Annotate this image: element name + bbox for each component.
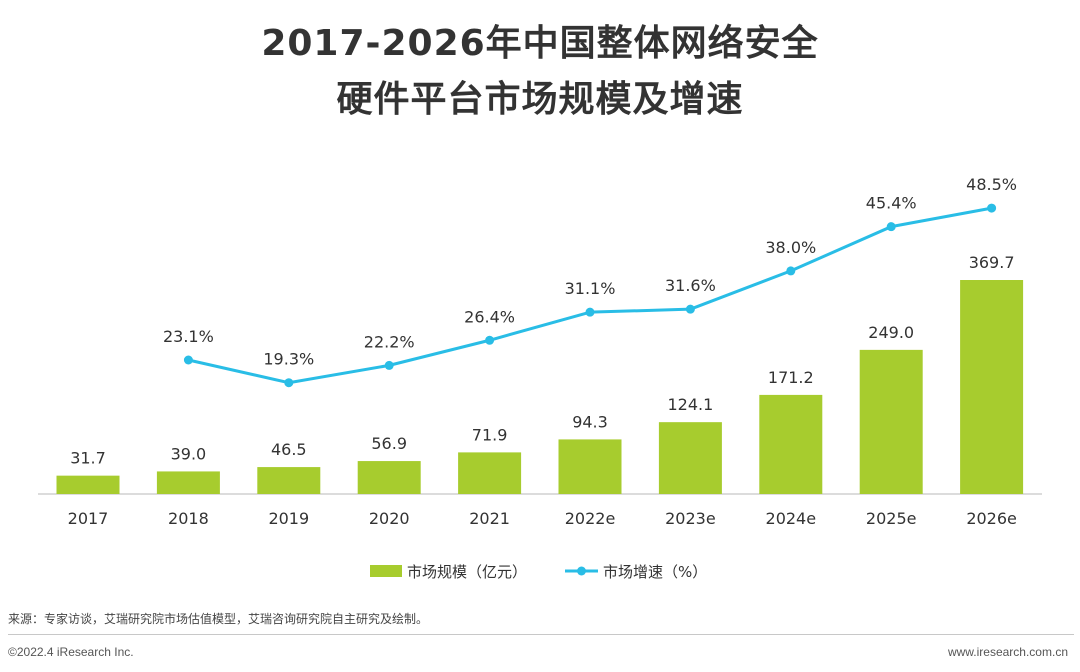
bar-2024e: [759, 394, 823, 494]
bar-value-label: 39.0: [171, 444, 207, 463]
bar-value-label: 171.2: [768, 368, 814, 387]
chart-area: 31.7 2017 39.0 2018 46.5 2019 56.9 2020 71.9 2021…: [38, 175, 1042, 581]
growth-value-label: 19.3%: [263, 350, 314, 369]
growth-value-label: 31.1%: [565, 279, 616, 298]
chart-title-line-2: 硬件平台市场规模及增速: [336, 79, 744, 120]
bar-2018: [156, 471, 220, 494]
growth-point-2026e: [987, 203, 997, 213]
bar-value-label: 71.9: [472, 425, 508, 444]
x-tick-label: 2022e: [565, 509, 616, 528]
x-tick-label: 2025e: [866, 509, 917, 528]
x-tick-label: 2019: [268, 509, 309, 528]
bar-value-label: 31.7: [70, 449, 106, 468]
bar-value-label: 94.3: [572, 412, 608, 431]
bar-value-label: 124.1: [667, 395, 713, 414]
growth-value-label: 48.5%: [966, 175, 1017, 194]
bar-value-label: 46.5: [271, 440, 307, 459]
legend-bar-swatch: [370, 565, 402, 577]
x-tick-label: 2026e: [966, 509, 1017, 528]
bar-2020: [357, 461, 421, 494]
x-tick-label: 2020: [369, 509, 410, 528]
footer-divider: [8, 634, 1074, 635]
growth-point-2023e: [685, 304, 695, 314]
x-tick-label: 2023e: [665, 509, 716, 528]
source-note: 来源：专家访谈，艾瑞研究院市场估值模型，艾瑞咨询研究院自主研究及绘制。: [8, 612, 429, 626]
growth-point-2021: [485, 335, 495, 345]
bar-2026e: [960, 280, 1024, 494]
bar-2022e: [558, 439, 622, 494]
legend-line-marker: [577, 566, 586, 576]
website-text: www.iresearch.com.cn: [947, 645, 1068, 659]
x-tick-label: 2017: [68, 509, 109, 528]
growth-point-2019: [284, 378, 294, 388]
bar-2021: [458, 452, 522, 494]
growth-point-2018: [183, 355, 193, 365]
bar-2017: [56, 475, 120, 494]
growth-value-label: 38.0%: [765, 238, 816, 257]
legend-bar-label: 市场规模（亿元）: [407, 563, 527, 581]
growth-value-label: 23.1%: [163, 327, 214, 346]
chart-title-line-1: 2017-2026年中国整体网络安全: [261, 23, 819, 64]
bar-2025e: [859, 349, 923, 494]
legend-line-label: 市场增速（%）: [603, 563, 707, 581]
growth-point-2025e: [886, 222, 896, 232]
x-tick-label: 2018: [168, 509, 209, 528]
growth-value-label: 22.2%: [364, 332, 415, 351]
bar-2023e: [658, 422, 722, 494]
copyright-text: ©2022.4 iResearch Inc.: [8, 645, 134, 659]
growth-point-2020: [384, 360, 394, 370]
growth-point-2022e: [585, 307, 595, 317]
bar-value-label: 369.7: [969, 253, 1015, 272]
growth-point-2024e: [786, 266, 796, 276]
bar-value-label: 56.9: [371, 434, 407, 453]
x-tick-label: 2021: [469, 509, 510, 528]
growth-value-label: 26.4%: [464, 307, 515, 326]
bar-value-label: 249.0: [868, 323, 914, 342]
x-tick-label: 2024e: [766, 509, 817, 528]
bar-2019: [257, 467, 321, 494]
growth-value-label: 45.4%: [866, 194, 917, 213]
growth-value-label: 31.6%: [665, 276, 716, 295]
